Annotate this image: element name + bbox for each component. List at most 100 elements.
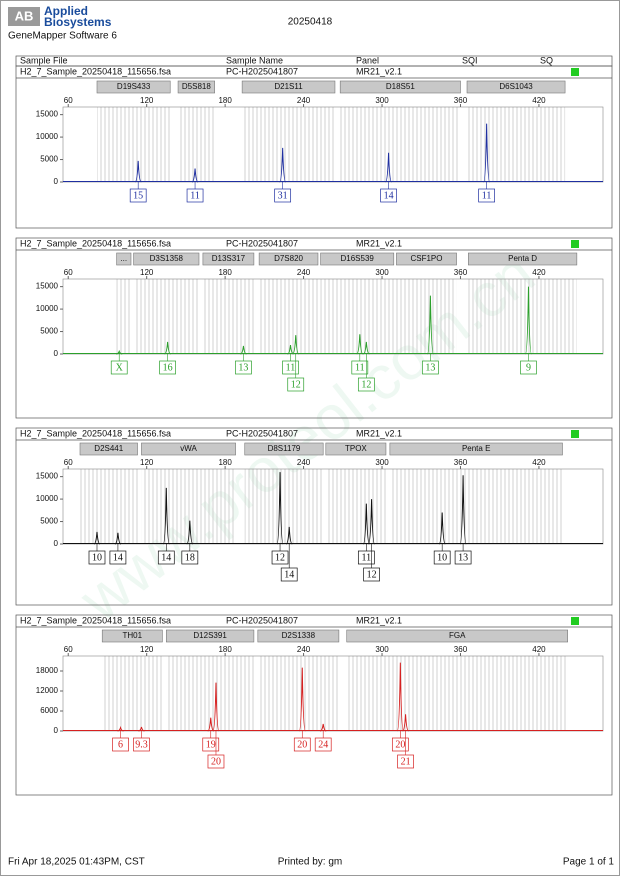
marker-label: TPOX	[345, 444, 367, 453]
allele-box	[391, 737, 409, 752]
allele-label: 11	[286, 362, 296, 373]
peak	[363, 341, 370, 355]
marker-label: D16S539	[341, 254, 375, 263]
logo-box	[8, 7, 40, 26]
x-tick-label: 180	[218, 268, 232, 277]
peak	[93, 531, 101, 545]
software: GeneMapper Software 6	[8, 31, 117, 42]
allele-label: 18	[185, 552, 195, 563]
allele-label: 31	[278, 190, 288, 201]
peak	[212, 682, 220, 732]
y-tick-label: 0	[54, 539, 59, 548]
allele-box	[181, 550, 199, 565]
peak	[524, 286, 532, 355]
bin-region	[96, 107, 171, 182]
peak	[426, 295, 434, 355]
x-tick-label: 300	[375, 458, 389, 467]
peak	[279, 147, 287, 183]
y-tick-label: 10000	[36, 132, 59, 141]
peak	[368, 499, 376, 545]
allele-box	[282, 360, 299, 375]
peak	[292, 335, 299, 355]
allele-label: 15	[133, 190, 143, 201]
sample-file: H2_7_Sample_20250418_115656.fsa	[20, 66, 171, 76]
sq-flag	[571, 617, 579, 625]
peak	[285, 526, 293, 545]
allele-label: 13	[458, 552, 468, 563]
allele-label: 12	[291, 379, 301, 390]
marker-box	[389, 442, 563, 456]
allele-box	[280, 567, 298, 582]
bin-region	[133, 279, 199, 354]
bin-region	[166, 656, 254, 731]
allele-box	[112, 737, 129, 752]
x-tick-label: 120	[140, 458, 154, 467]
allele-box	[202, 737, 220, 752]
allele-label: 14	[284, 569, 294, 580]
allele-box	[293, 737, 311, 752]
allele-label: 20	[395, 739, 405, 750]
allele-label: 11	[190, 190, 200, 201]
marker-label: CSF1PO	[410, 254, 442, 263]
peak	[287, 344, 294, 355]
allele-label: 9.3	[135, 739, 148, 750]
allele-label: 10	[92, 552, 102, 563]
marker-box	[244, 442, 324, 456]
allele-label: 6	[118, 739, 123, 750]
peak	[116, 349, 123, 355]
bin-region	[79, 469, 138, 544]
allele-label: 14	[384, 190, 394, 201]
peak	[164, 341, 171, 355]
allele-box	[271, 550, 289, 565]
peak	[276, 472, 284, 545]
bin-region	[102, 656, 163, 731]
bin-region	[202, 279, 254, 354]
x-tick-label: 180	[218, 645, 232, 654]
peak	[114, 532, 122, 545]
sample-name: PC-H2025041807	[226, 238, 298, 248]
x-tick-label: 60	[64, 268, 73, 277]
x-tick-label: 60	[64, 458, 73, 467]
column: SQI	[462, 55, 478, 65]
peak	[483, 123, 491, 183]
sample-file: H2_7_Sample_20250418_115656.fsa	[20, 428, 171, 438]
marker-label: ...	[120, 254, 127, 263]
sample-file: H2_7_Sample_20250418_115656.fsa	[20, 615, 171, 625]
allele-label: 21	[401, 756, 411, 767]
y-tick-label: 0	[54, 177, 59, 186]
allele-box	[357, 377, 375, 392]
bin-region	[178, 107, 215, 182]
allele-label: 14	[161, 552, 171, 563]
allele-box	[380, 188, 397, 203]
marker-label: D2S1338	[282, 631, 316, 640]
peak	[438, 512, 446, 545]
allele-box	[110, 360, 128, 375]
allele-box	[235, 360, 252, 375]
peak	[362, 503, 370, 545]
marker-box	[96, 80, 171, 94]
panel	[15, 614, 613, 796]
allele-label: 12	[361, 379, 371, 390]
allele-label: 13	[238, 362, 248, 373]
y-tick-label: 5000	[40, 517, 58, 526]
allele-box	[109, 550, 127, 565]
marker-label: D5S818	[182, 82, 211, 91]
allele-box	[363, 567, 380, 582]
x-tick-label: 300	[375, 268, 389, 277]
marker-label: FGA	[449, 631, 466, 640]
panel-name: MR21_v2.1	[356, 615, 402, 625]
allele-box	[397, 754, 414, 769]
y-tick-label: 15000	[36, 282, 59, 291]
x-tick-label: 60	[64, 96, 73, 105]
bin-region	[259, 279, 318, 354]
marker-label: D13S317	[212, 254, 246, 263]
peak	[186, 520, 194, 545]
y-tick-label: 5000	[40, 155, 58, 164]
y-tick-label: 0	[54, 726, 59, 735]
marker-box	[79, 442, 138, 456]
marker-box	[396, 252, 457, 266]
bin-region	[340, 107, 461, 182]
panel	[15, 237, 613, 419]
allele-label: 19	[206, 739, 216, 750]
